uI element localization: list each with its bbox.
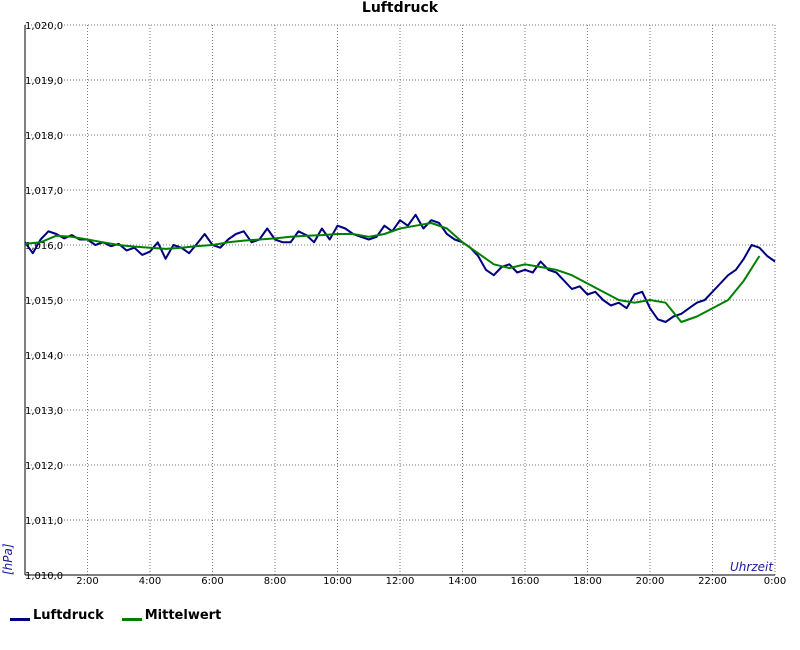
x-tick-label: 0:00 — [764, 576, 786, 587]
y-tick-label: 1,018,0 — [25, 131, 63, 142]
x-tick-label: 14:00 — [448, 576, 477, 587]
legend-item-luftdruck: Luftdruck — [10, 608, 104, 623]
y-tick-label: 1,010,0 — [25, 571, 63, 582]
series-layer — [24, 213, 776, 323]
x-axis-label: Uhrzeit — [730, 560, 774, 574]
x-tick-label: 4:00 — [139, 576, 161, 587]
x-tick-label: 18:00 — [573, 576, 602, 587]
x-tick-label: 12:00 — [386, 576, 415, 587]
y-tick-label: 1,013,0 — [25, 406, 63, 417]
chart-grid — [25, 24, 776, 576]
legend-swatch-luftdruck — [10, 618, 30, 621]
x-tick-label: 2:00 — [76, 576, 98, 587]
series-line-luftdruck — [24, 213, 776, 323]
y-tick-label: 1,016,0 — [25, 241, 63, 252]
y-tick-label: 1,014,0 — [25, 351, 63, 362]
x-tick-label: 8:00 — [264, 576, 286, 587]
y-axis-label: [hPa] — [1, 543, 15, 575]
chart-axes — [24, 25, 775, 576]
legend-swatch-mittelwert — [121, 618, 142, 621]
legend-label-mittelwert: Mittelwert — [144, 608, 222, 623]
y-tick-label: 1,015,0 — [25, 296, 63, 307]
y-tick-label: 1,020,0 — [25, 21, 63, 32]
x-tick-label: 6:00 — [201, 576, 223, 587]
x-tick-label: 20:00 — [636, 576, 665, 587]
chart-legend: Luftdruck Mittelwert — [10, 608, 221, 623]
legend-label-luftdruck: Luftdruck — [33, 608, 104, 623]
y-tick-label: 1,012,0 — [25, 461, 63, 472]
x-tick-label: 10:00 — [323, 576, 352, 587]
x-tick-label: 22:00 — [698, 576, 727, 587]
x-tick-label: 16:00 — [511, 576, 540, 587]
legend-item-mittelwert: Mittelwert — [121, 608, 222, 623]
y-axis-ticks: 1,010,0 1,011,0 1,012,0 1,013,0 1,014,0 1,015… — [25, 21, 63, 582]
x-axis-ticks: 2:00 4:00 6:00 8:00 10:00 12:00 14:00 16:00 18:0… — [76, 576, 786, 587]
y-tick-label: 1,019,0 — [25, 76, 63, 87]
y-tick-label: 1,017,0 — [25, 186, 63, 197]
chart-title: Luftdruck — [362, 0, 439, 16]
series-line-mittelwert — [24, 222, 761, 323]
y-tick-label: 1,011,0 — [25, 516, 63, 527]
